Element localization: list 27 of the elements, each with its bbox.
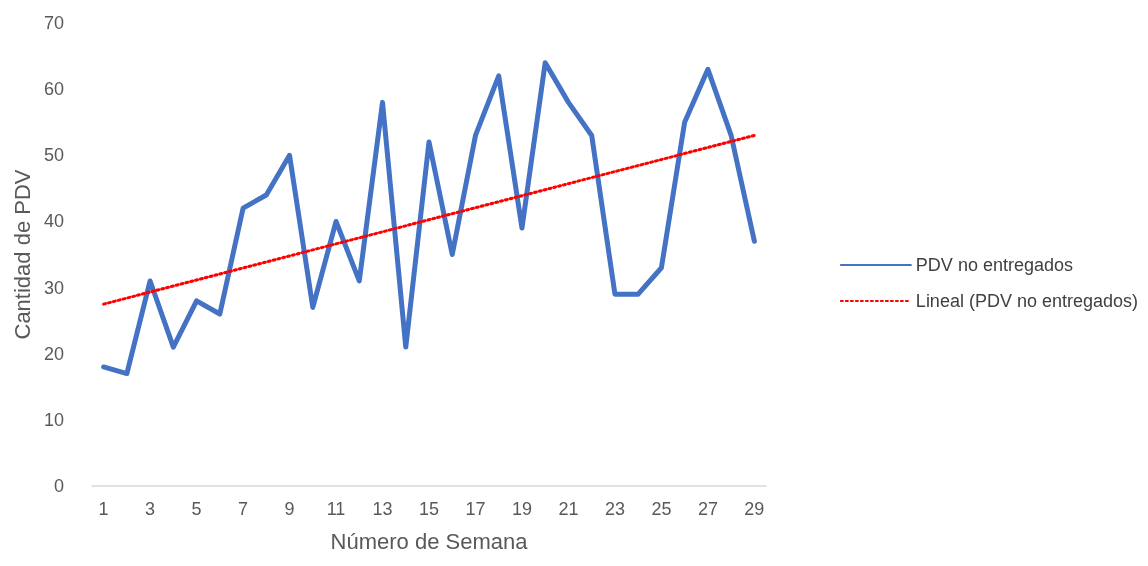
y-tick-label: 10 <box>43 409 64 430</box>
legend-label: PDV no entregados <box>915 255 1073 275</box>
x-tick-label: 15 <box>418 499 440 519</box>
x-tick-label: 19 <box>511 499 532 519</box>
x-tick-label: 21 <box>558 499 579 519</box>
x-tick-label: 27 <box>697 499 718 519</box>
x-tick-label: 7 <box>238 499 249 519</box>
x-tick-label: 11 <box>326 499 346 519</box>
y-tick-label: 70 <box>43 13 64 33</box>
x-tick-label: 23 <box>604 499 625 519</box>
y-tick-label: 60 <box>43 79 64 100</box>
x-tick-label: 1 <box>98 499 109 519</box>
y-axis-title: Cantidad de PDV <box>9 169 35 340</box>
y-tick-label: 40 <box>43 211 64 232</box>
x-tick-label: 9 <box>284 499 295 519</box>
x-tick-label: 25 <box>651 499 672 519</box>
x-tick-label: 13 <box>372 499 393 519</box>
x-tick-label: 5 <box>191 499 202 519</box>
x-tick-label: 29 <box>744 499 765 519</box>
y-tick-label: 30 <box>43 277 64 298</box>
x-tick-label: 17 <box>465 499 486 519</box>
y-tick-label: 0 <box>53 476 64 496</box>
y-tick-label: 50 <box>43 145 64 166</box>
legend-label: Lineal (PDV no entregados) <box>915 291 1139 311</box>
y-tick-label: 20 <box>43 343 64 364</box>
x-axis-title: Número de Semana <box>330 528 529 554</box>
x-tick-label: 3 <box>145 499 156 519</box>
